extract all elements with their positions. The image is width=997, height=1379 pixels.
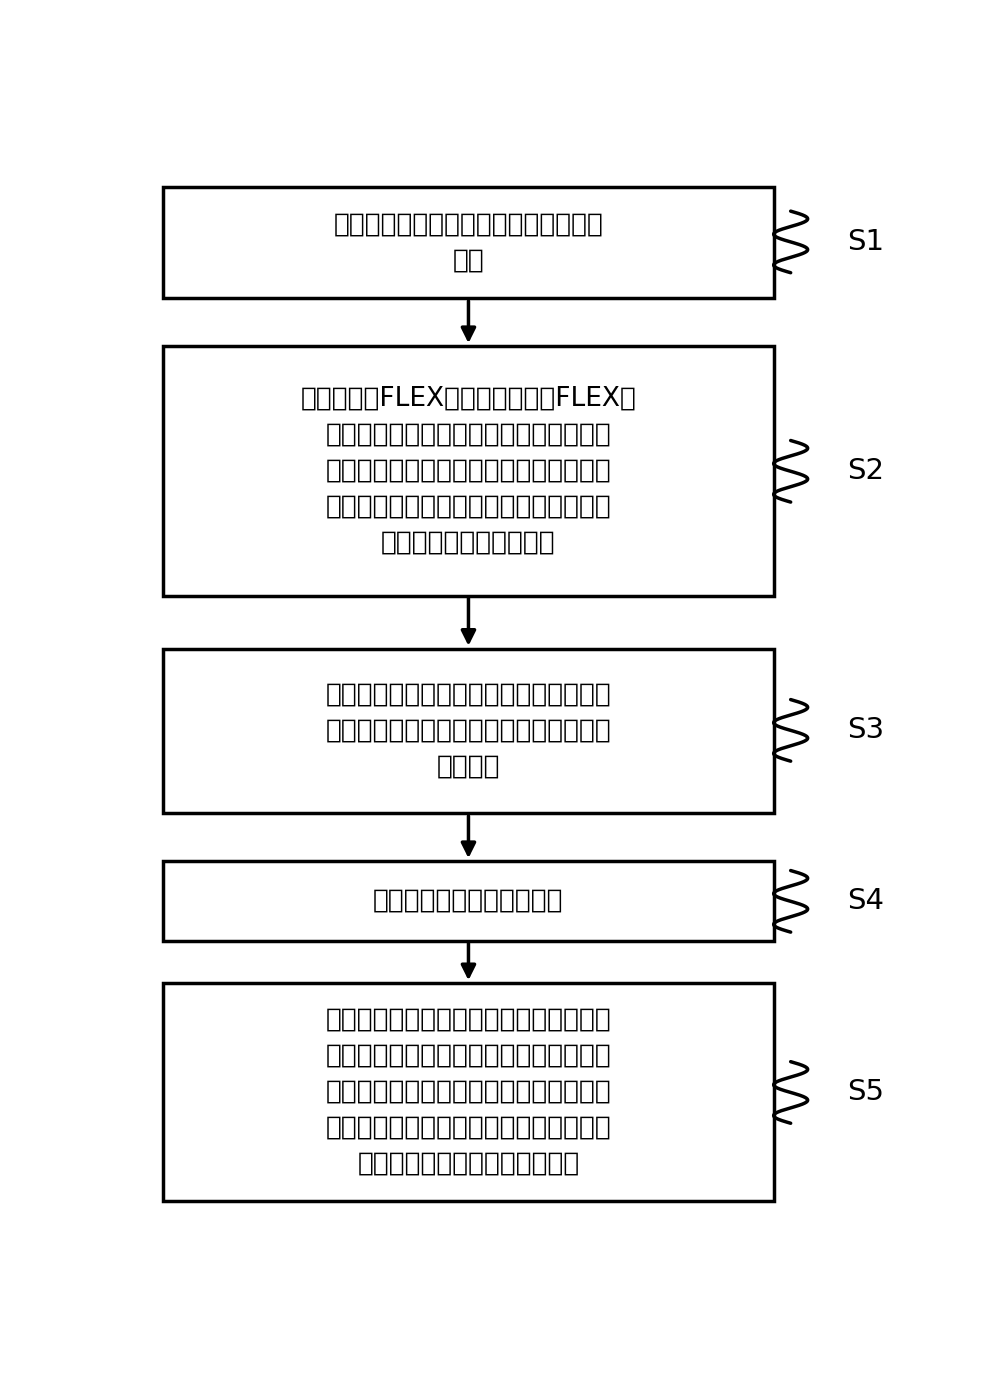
Text: 发送端缓存FLEX数据码流，并将FLEX数
据码流依次分割成若干切片包，当分割完
成一个切片包时，在切片包中插入带有时
间标记的包开销，并将插入包开销后的切
片: 发送端缓存FLEX数据码流，并将FLEX数 据码流依次分割成若干切片包，当分割完… [300,386,636,556]
FancyBboxPatch shape [164,648,774,814]
Text: S4: S4 [847,887,884,916]
Text: 信元交换矩阵根据通道链路对接收到的切
片包进行数据包交换，并发送给对应链路
的接收端: 信元交换矩阵根据通道链路对接收到的切 片包进行数据包交换，并发送给对应链路 的接… [326,681,611,781]
Text: S5: S5 [847,1078,884,1106]
Text: 接收端缓存接收到的切片包: 接收端缓存接收到的切片包 [373,888,563,914]
Text: S2: S2 [847,458,884,485]
Text: S1: S1 [847,228,884,256]
FancyBboxPatch shape [164,983,774,1201]
FancyBboxPatch shape [164,186,774,298]
FancyBboxPatch shape [164,346,774,596]
Text: S3: S3 [847,716,884,745]
FancyBboxPatch shape [164,860,774,940]
Text: 发送端和接收端通过同步信号进行时间
同步: 发送端和接收端通过同步信号进行时间 同步 [334,211,603,273]
Text: 判断切片包的路径时延是否在预设的最大
线路时延内，若未超过，则读取已缓存的
切片包，并剥除所述切片包的包开销后重
组切片包净荷，还原切片包净荷的数据流
内容，若: 判断切片包的路径时延是否在预设的最大 线路时延内，若未超过，则读取已缓存的 切片… [326,1007,611,1176]
